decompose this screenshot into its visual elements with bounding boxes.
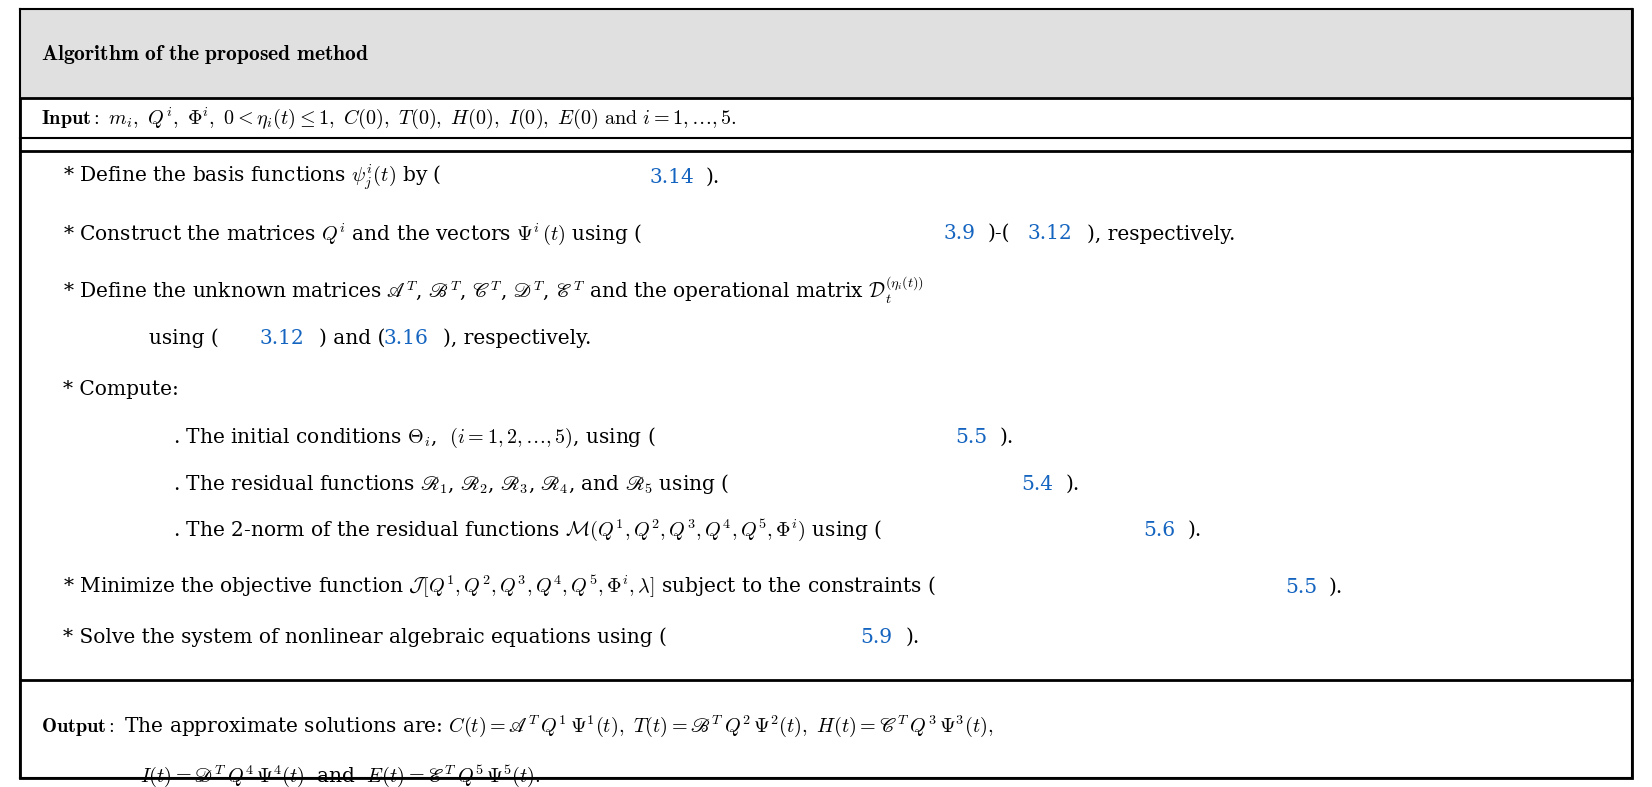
Text: ).: ). [705,168,720,187]
Text: 5.9: 5.9 [861,628,892,647]
Text: * Compute:: * Compute: [63,380,178,399]
Text: $\mathbf{Output:}$ The approximate solutions are: $C(t) = \mathscr{A}^T\,Q^1\,\P: $\mathbf{Output:}$ The approximate solut… [41,713,993,739]
Text: $I(t) = \mathscr{D}^T\,Q^4\,\Psi^4(t)\ $ and $\ E(t) = \mathscr{E}^T\,Q^5\,\Psi^: $I(t) = \mathscr{D}^T\,Q^4\,\Psi^4(t)\ $… [140,763,540,787]
Text: 3.14: 3.14 [649,168,694,187]
Text: $\bf{Algorithm\ of\ the\ proposed\ method}$: $\bf{Algorithm\ of\ the\ proposed\ metho… [41,42,368,66]
Text: * Construct the matrices $Q^i$ and the vectors $\Psi^i\,(t)$ using (: * Construct the matrices $Q^i$ and the v… [63,221,641,246]
Text: 3.12: 3.12 [259,329,304,348]
Text: 5.4: 5.4 [1021,475,1052,493]
Text: ), respectively.: ), respectively. [1087,224,1236,243]
Text: )-(: )-( [988,224,1011,243]
Text: $\mathbf{Input:}\ m_i,\ Q^i,\ \Phi^i,\ 0 < \eta_i(t) \leq 1,\ C(0),\ T(0),\ H(0): $\mathbf{Input:}\ m_i,\ Q^i,\ \Phi^i,\ 0… [41,105,737,131]
Text: ) and (: ) and ( [319,329,385,348]
Text: . The 2-norm of the residual functions $\mathcal{M}(Q^1,Q^2,Q^3,Q^4,Q^5,\Phi^i)$: . The 2-norm of the residual functions $… [173,518,882,544]
Text: ).: ). [1188,521,1203,540]
Text: . The initial conditions $\Theta_i$,  $(i = 1, 2, \ldots, 5)$, using (: . The initial conditions $\Theta_i$, $(i… [173,426,656,450]
Text: 5.5: 5.5 [955,428,986,447]
Bar [20,9,1632,98]
Text: * Solve the system of nonlinear algebraic equations using (: * Solve the system of nonlinear algebrai… [63,627,667,647]
Text: ).: ). [999,428,1014,447]
Text: ).: ). [905,628,920,647]
Text: 5.6: 5.6 [1143,521,1175,540]
Text: 3.9: 3.9 [943,224,975,243]
Text: ), respectively.: ), respectively. [443,329,591,349]
Text: 5.5: 5.5 [1285,578,1317,597]
Text: 3.12: 3.12 [1028,224,1072,243]
Text: * Define the unknown matrices $\mathscr{A}^T$, $\mathscr{B}^T$, $\mathscr{C}^T$,: * Define the unknown matrices $\mathscr{… [63,275,923,306]
Text: * Minimize the objective function $\mathcal{J}[Q^1,Q^2,Q^3,Q^4,Q^5,\Phi^i,\lambd: * Minimize the objective function $\math… [63,575,937,600]
Text: ).: ). [1066,475,1080,493]
Text: ).: ). [1328,578,1343,597]
Text: 3.16: 3.16 [383,329,428,348]
Text: using (: using ( [149,329,218,349]
Text: * Define the basis functions $\psi^i_j(t)$ by (: * Define the basis functions $\psi^i_j(t… [63,162,441,192]
Text: . The residual functions $\mathscr{R}_1$, $\mathscr{R}_2$, $\mathscr{R}_3$, $\ma: . The residual functions $\mathscr{R}_1$… [173,472,730,496]
